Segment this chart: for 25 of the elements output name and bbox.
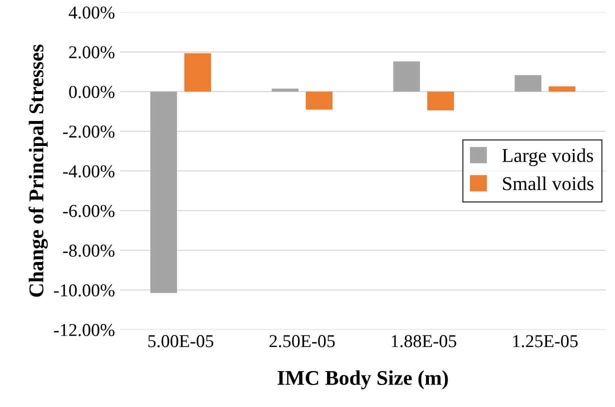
y-tick-label: -4.00% [63, 165, 114, 178]
y-axis-title: Change of Principal Stresses [28, 44, 48, 297]
legend-label: Small voids [503, 176, 594, 190]
x-tick-label: 1.88E-05 [392, 335, 456, 348]
bar [272, 88, 298, 92]
x-tick-label: 1.25E-05 [513, 335, 578, 348]
legend-label: Large voids [502, 148, 594, 166]
bar [514, 75, 542, 92]
y-tick-label: -8.00% [63, 244, 114, 257]
y-tick-label: 2.00% [69, 46, 114, 58]
x-axis-title: IMC Body Size (m) [278, 370, 448, 390]
y-tick-label: 4.00% [68, 6, 114, 19]
bar [427, 92, 454, 110]
y-tick-label: -12.00% [54, 324, 114, 336]
y-tick-label: -10.00% [54, 284, 114, 297]
bar [548, 86, 576, 92]
bar [306, 92, 332, 110]
y-tick-label: 0.00% [69, 86, 114, 98]
y-tick-label: -2.00% [63, 126, 114, 138]
y-tick-label: -6.00% [63, 204, 114, 218]
x-tick-label: 5.00E-05 [148, 335, 214, 348]
bar [184, 53, 212, 92]
x-tick-label: 2.50E-05 [270, 335, 335, 348]
bar [393, 61, 420, 92]
bar [150, 92, 178, 293]
